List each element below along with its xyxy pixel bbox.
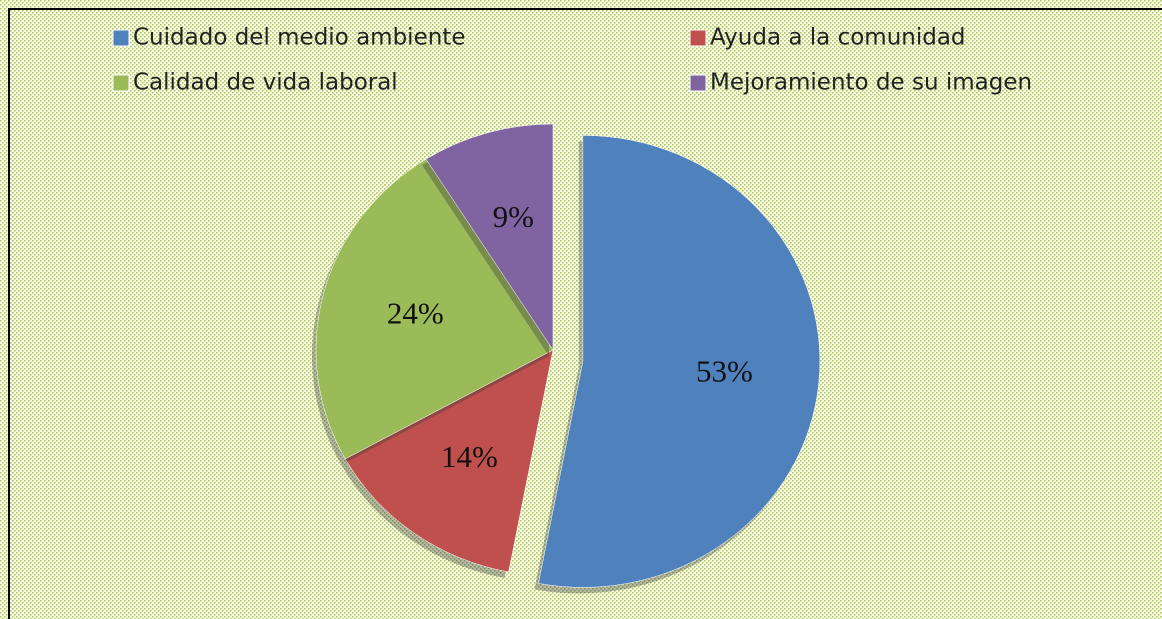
data-label: 9% bbox=[493, 199, 534, 234]
legend-swatch bbox=[689, 74, 707, 92]
legend-label: Mejoramiento de su imagen bbox=[710, 70, 1032, 96]
legend-swatch bbox=[689, 29, 707, 47]
pie-slice bbox=[344, 349, 554, 573]
pie-slice bbox=[315, 158, 554, 460]
pie-slice bbox=[538, 135, 821, 588]
pie bbox=[311, 123, 821, 594]
legend-swatch bbox=[112, 74, 130, 92]
legend-label: Ayuda a la comunidad bbox=[710, 25, 966, 51]
pie-slice bbox=[425, 123, 554, 351]
data-label: 14% bbox=[441, 439, 498, 474]
legend-label: Calidad de vida laboral bbox=[133, 70, 398, 96]
frame bbox=[8, 8, 1162, 619]
data-labels: 53% 14% 24% 9% bbox=[387, 199, 753, 474]
legend: Cuidado del medio ambiente Ayuda a la com… bbox=[112, 25, 1032, 96]
legend-swatch bbox=[112, 29, 130, 47]
data-label: 24% bbox=[387, 295, 444, 330]
data-label: 53% bbox=[696, 353, 753, 388]
legend-label: Cuidado del medio ambiente bbox=[133, 25, 465, 51]
